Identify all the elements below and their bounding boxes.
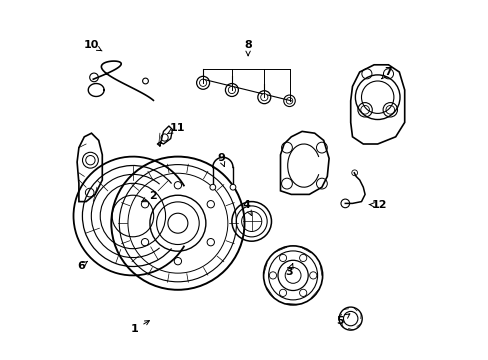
Circle shape [230, 184, 235, 190]
Text: 2: 2 [142, 191, 156, 202]
Text: 3: 3 [285, 264, 293, 277]
Circle shape [209, 184, 215, 190]
Circle shape [228, 86, 235, 94]
Text: 7: 7 [381, 67, 391, 79]
Text: 10: 10 [83, 40, 102, 51]
Circle shape [167, 213, 187, 233]
Circle shape [260, 94, 267, 101]
Text: 11: 11 [167, 123, 185, 134]
Text: 4: 4 [242, 200, 251, 216]
Circle shape [199, 79, 206, 86]
Circle shape [142, 78, 148, 84]
Text: 12: 12 [368, 200, 386, 210]
Text: 9: 9 [217, 153, 224, 167]
Text: 8: 8 [244, 40, 251, 56]
Text: 6: 6 [77, 261, 87, 271]
Text: 1: 1 [131, 321, 149, 334]
Text: 5: 5 [335, 314, 349, 326]
